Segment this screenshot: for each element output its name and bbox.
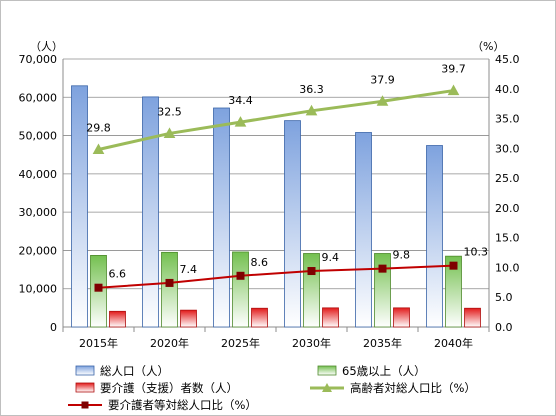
y-left-tick-label: 20,000 (19, 244, 58, 257)
y-left-unit: （人） (30, 40, 63, 53)
y-right-tick-labels: 0.0 5.0 10.0 15.0 20.0 25.0 30.0 35.0 40.0 45.0 (495, 53, 520, 334)
legend-label: 65歳以上（人） (342, 364, 426, 378)
line-marker-triangle (376, 95, 389, 106)
line-marker-square (378, 264, 387, 273)
bar-series-1 (284, 120, 301, 328)
data-label: 34.4 (228, 94, 253, 107)
x-tick-label: 2020年 (150, 336, 189, 350)
line-marker-square (165, 278, 174, 287)
line-marker-square (307, 267, 316, 276)
grid-lines (63, 58, 489, 328)
line-marker-triangle (234, 116, 247, 127)
y-left-tick-label: 30,000 (19, 206, 58, 219)
y-right-tick-label: 10.0 (495, 261, 520, 274)
data-label: 32.5 (157, 105, 182, 118)
bar-series-3 (393, 307, 410, 328)
y-right-tick-label: 25.0 (495, 172, 520, 185)
data-label: 7.4 (180, 263, 198, 276)
y-right-tick-label: 20.0 (495, 202, 520, 215)
line-marker-triangle (92, 143, 105, 155)
y-right-tick-label: 0.0 (495, 321, 513, 334)
x-tick-label: 2025年 (221, 336, 260, 350)
bar-series-2 (445, 255, 462, 328)
x-tick-label: 2015年 (79, 336, 118, 350)
y-left-tick-labels: 0 10,000 20,000 30,000 40,000 50,000 60,000 70,… (19, 53, 58, 334)
y-right-tick-label: 35.0 (495, 113, 520, 126)
line-marker-square (94, 283, 103, 292)
x-tick-label: 2030年 (292, 336, 331, 350)
y-left-tick-label: 0 (50, 321, 57, 334)
data-label: 6.6 (109, 268, 127, 281)
x-tick-labels: 2015年 2020年 2025年 2030年 2035年 2040年 (79, 336, 473, 350)
data-label: 9.4 (322, 251, 340, 264)
bar-series-1 (213, 107, 230, 328)
bar-series-3 (180, 309, 197, 328)
data-label: 37.9 (370, 73, 395, 86)
legend: 総人口（人） 65歳以上（人） 要介護（支援）者数（人） 高齢者対総人口比（%） 要介護… (68, 364, 476, 412)
y-right-unit: （%） (472, 40, 504, 53)
line-marker-triangle (305, 104, 318, 116)
y-right-tick-label: 30.0 (495, 142, 520, 155)
data-label: 39.7 (441, 63, 466, 76)
bar-series-2 (374, 253, 391, 328)
x-tick-label: 2035年 (363, 336, 402, 350)
y-left-tick-label: 50,000 (19, 130, 58, 143)
bar-series-1 (426, 145, 443, 328)
y-left-tick-label: 60,000 (19, 91, 58, 104)
legend-label: 総人口（人） (100, 364, 169, 378)
line-marker-square (449, 261, 458, 270)
data-label: 8.6 (251, 256, 269, 269)
y-left-tick-label: 40,000 (19, 168, 58, 181)
data-label: 36.3 (299, 83, 324, 96)
bar-series-2 (303, 253, 320, 328)
axes (62, 59, 490, 332)
y-right-tick-label: 45.0 (495, 53, 520, 66)
legend-label: 高齢者対総人口比（%） (350, 381, 476, 395)
bar-series-3 (251, 307, 268, 328)
y-left-tick-label: 70,000 (19, 53, 58, 66)
data-labels: 29.8 32.5 34.4 36.3 37.9 39.7 6.6 7.4 8.6 9.4 9.8 1… (86, 63, 488, 281)
legend-marker-triangle (322, 383, 332, 392)
bar-series-2 (161, 251, 178, 328)
line-marker-triangle (163, 127, 176, 138)
bar-series (71, 85, 481, 328)
legend-marker-square (81, 401, 89, 409)
data-label: 9.8 (393, 249, 411, 262)
bar-series-1 (355, 132, 372, 328)
legend-swatch (75, 382, 95, 393)
x-tick-label: 2040年 (434, 336, 473, 350)
legend-label: 要介護（支援）者数（人） (100, 381, 238, 395)
data-label: 10.3 (464, 246, 489, 259)
y-right-tick-label: 40.0 (495, 83, 520, 96)
y-left-tick-label: 10,000 (19, 283, 58, 296)
legend-swatch (75, 365, 95, 376)
bar-series-3 (109, 310, 126, 328)
bar-series-3 (464, 307, 481, 328)
bar-series-1 (71, 85, 88, 328)
bar-series-3 (322, 307, 339, 328)
legend-label: 要介護者等対総人口比（%） (108, 398, 257, 412)
bar-series-1 (142, 96, 159, 328)
line-marker-square (236, 271, 245, 280)
bar-series-2 (232, 251, 249, 328)
y-right-tick-label: 15.0 (495, 232, 520, 245)
line-series-1 (98, 89, 454, 151)
y-right-tick-label: 5.0 (495, 291, 513, 304)
data-label: 29.8 (86, 122, 111, 135)
line-series-2 (98, 264, 454, 289)
legend-swatch (317, 365, 337, 376)
line-series (92, 84, 460, 292)
line-marker-triangle (447, 84, 460, 96)
